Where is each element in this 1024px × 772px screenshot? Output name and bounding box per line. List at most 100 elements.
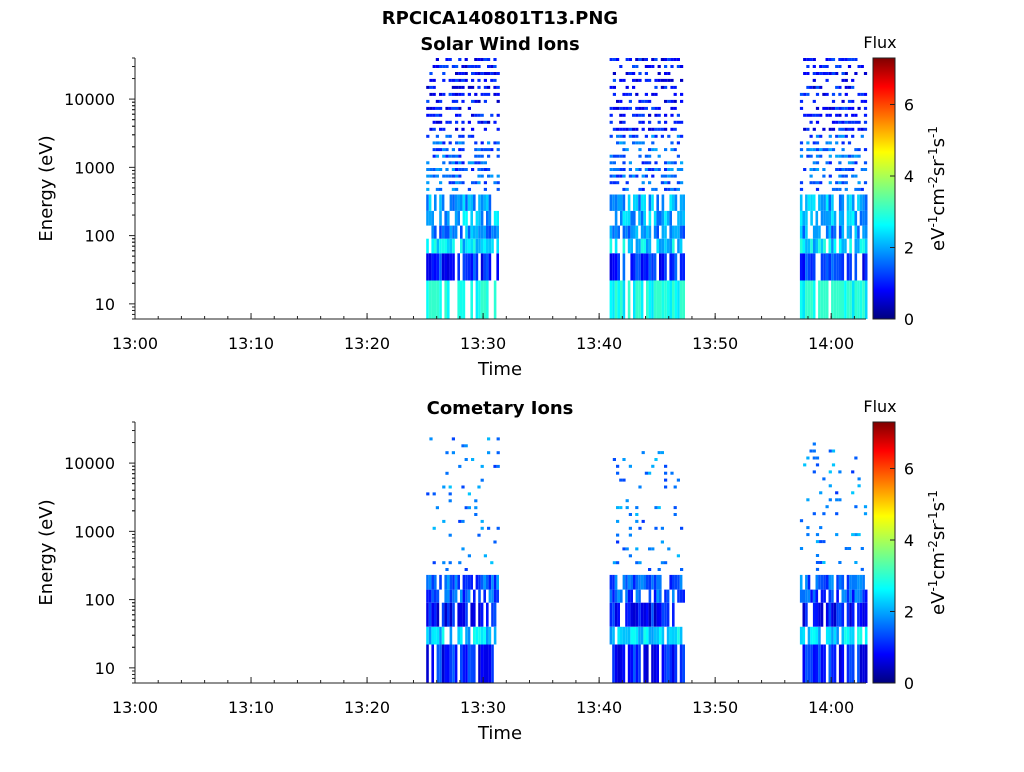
heatmap-cell (831, 127, 836, 131)
heatmap-cell (434, 194, 437, 211)
heatmap-cell (664, 148, 668, 152)
heatmap-cell (428, 280, 432, 319)
heatmap-cell (806, 72, 810, 75)
heatmap-cell (477, 85, 481, 89)
heatmap-cell (619, 65, 623, 68)
heatmap-cell (426, 492, 430, 496)
heatmap-cell (496, 113, 500, 117)
heatmap-cell (491, 644, 494, 683)
heatmap-cell (644, 99, 648, 103)
heatmap-cell (803, 113, 807, 117)
heatmap-cell (846, 602, 850, 627)
heatmap-cell (823, 194, 826, 211)
heatmap-cell (432, 526, 436, 530)
heatmap-cell (627, 626, 631, 645)
colorbar-label: eV-1cm-2sr-1s-1 (926, 490, 949, 615)
heatmap-cell (471, 181, 475, 185)
heatmap-cell (822, 540, 826, 544)
heatmap-cell (464, 65, 468, 68)
heatmap-cell (614, 574, 618, 590)
heatmap-cell (461, 99, 465, 103)
heatmap-cell (812, 442, 816, 446)
heatmap-cell (815, 120, 820, 124)
heatmap-cell (432, 65, 436, 68)
heatmap-cell (612, 253, 615, 281)
heatmap-cell (851, 127, 855, 131)
heatmap-cell (670, 65, 674, 68)
heatmap-cell (847, 106, 852, 110)
heatmap-cell (682, 280, 685, 319)
heatmap-cell (620, 280, 623, 319)
heatmap-cell (638, 644, 641, 683)
heatmap-cell (635, 113, 639, 117)
heatmap-cell (841, 210, 845, 226)
heatmap-cell (654, 92, 658, 96)
heatmap-cell (470, 644, 473, 683)
heatmap-cell (810, 644, 813, 683)
heatmap-cell (851, 589, 855, 603)
heatmap-cell (835, 106, 839, 110)
heatmap-cell (447, 589, 450, 603)
x-axis-label: Time (477, 359, 522, 380)
heatmap-cell (667, 174, 671, 178)
heatmap-cell (664, 589, 667, 603)
heatmap-cell (812, 99, 816, 103)
heatmap-cell (669, 280, 672, 319)
heatmap-cell (672, 574, 675, 590)
heatmap-cell (435, 154, 439, 158)
heatmap-cell (462, 238, 466, 254)
heatmap-cell (815, 463, 820, 467)
heatmap-cell (863, 113, 868, 117)
heatmap-cell (807, 253, 811, 281)
heatmap-cell (475, 626, 479, 645)
heatmap-cell (680, 78, 684, 82)
heatmap-cell (857, 194, 860, 211)
heatmap-cell (614, 602, 618, 627)
heatmap-cell (815, 134, 820, 138)
heatmap-cell (448, 134, 452, 138)
heatmap-cell (680, 161, 684, 165)
heatmap-cell (465, 194, 468, 211)
heatmap-cell (483, 181, 487, 185)
heatmap-cell (464, 72, 468, 75)
y-tick-label: 10 (95, 295, 115, 314)
heatmap-cell (854, 589, 858, 603)
heatmap-cell (478, 225, 481, 239)
heatmap-cell (851, 154, 855, 158)
heatmap-cell (651, 626, 654, 645)
heatmap-cell (627, 589, 631, 603)
heatmap-cell (612, 106, 616, 110)
heatmap-cell (838, 168, 842, 171)
heatmap-cell (646, 280, 649, 319)
heatmap-cell (661, 253, 665, 281)
heatmap-cell (616, 181, 620, 185)
heatmap-cell (439, 187, 443, 191)
heatmap-cell (828, 498, 832, 502)
heatmap-cell (638, 120, 642, 124)
heatmap-cell (448, 485, 452, 489)
heatmap-cell (616, 561, 620, 565)
heatmap-cell (435, 148, 439, 152)
heatmap-cell (680, 120, 684, 124)
heatmap-cell (799, 106, 804, 110)
heatmap-cell (659, 210, 662, 226)
heatmap-cell (833, 253, 837, 281)
heatmap-cell (809, 85, 813, 89)
heatmap-cell (638, 194, 641, 211)
heatmap-cell (451, 181, 455, 185)
heatmap-cell (426, 85, 430, 89)
heatmap-cell (805, 589, 808, 603)
heatmap-cell (670, 113, 674, 117)
heatmap-cell (851, 491, 855, 495)
heatmap-cell (854, 253, 858, 281)
heatmap-cell (496, 85, 500, 89)
heatmap-cell (483, 280, 486, 319)
heatmap-cell (628, 526, 632, 530)
heatmap-cell (612, 626, 615, 645)
heatmap-cell (622, 113, 626, 117)
heatmap-cell (857, 484, 861, 488)
heatmap-cell (643, 210, 646, 226)
heatmap-cell (496, 99, 500, 103)
heatmap-cell (458, 113, 462, 117)
heatmap-cell (653, 280, 657, 319)
